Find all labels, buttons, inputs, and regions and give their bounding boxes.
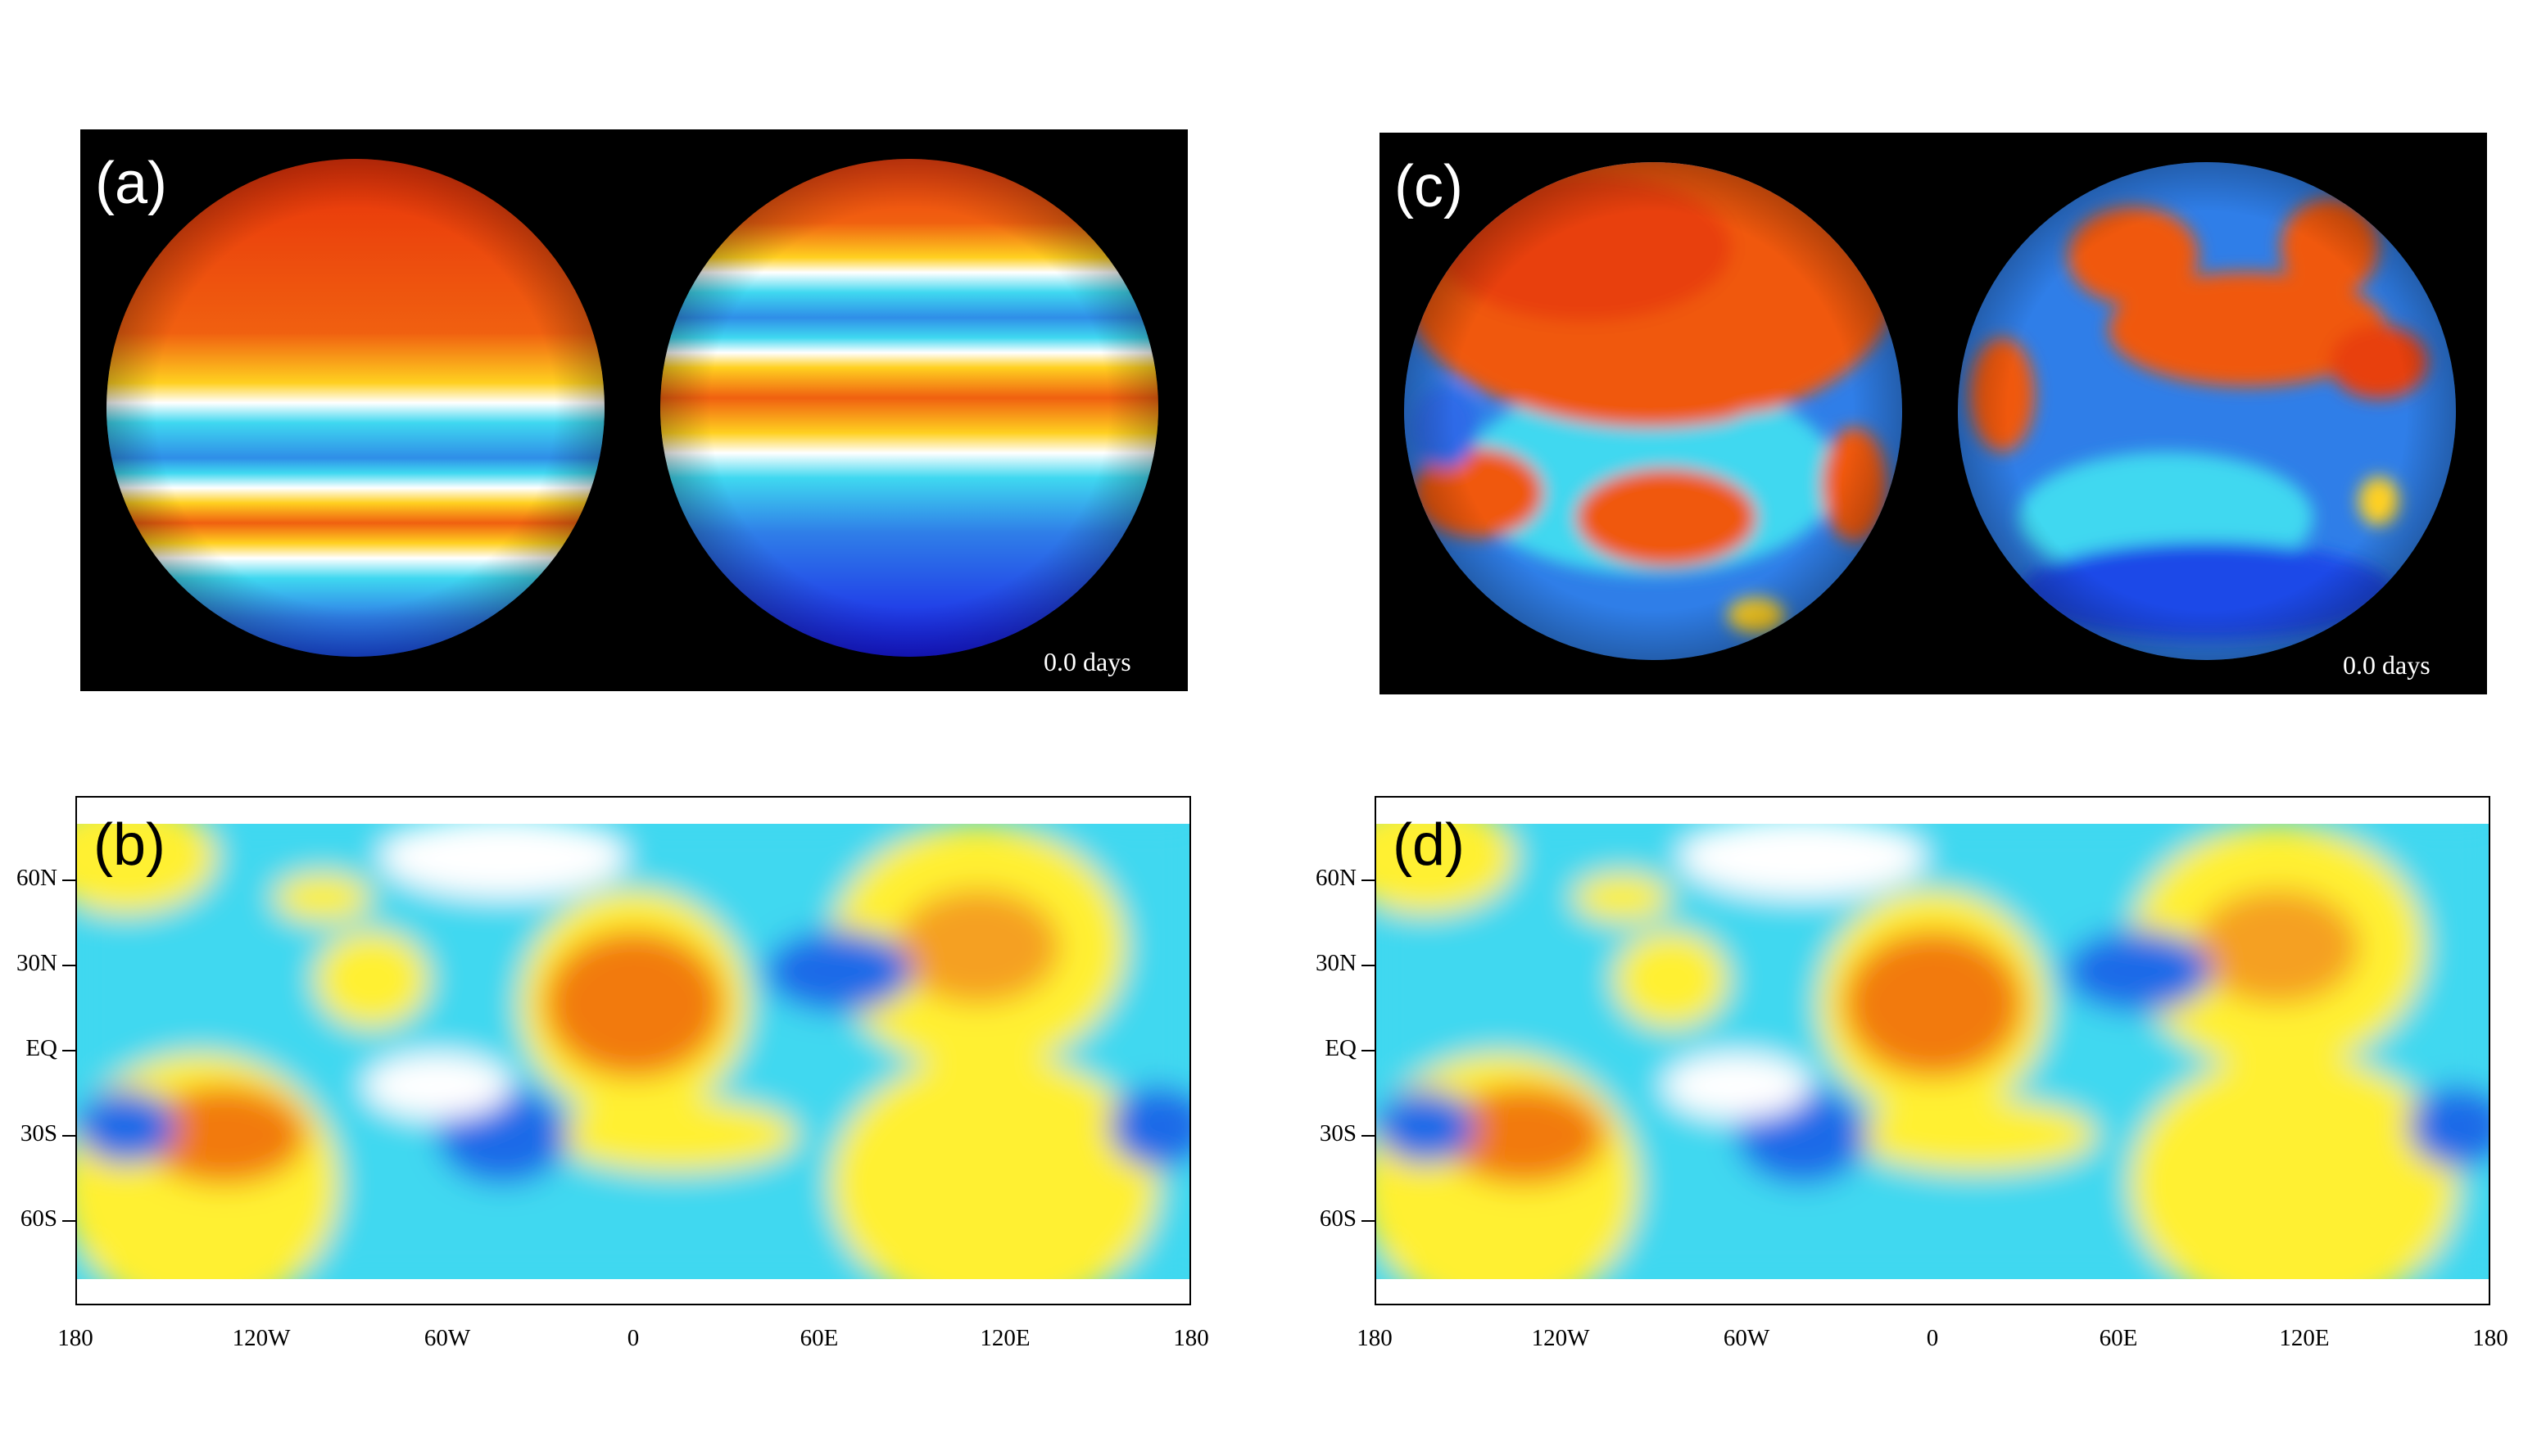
lat-tick-label: 60S (20, 1205, 57, 1232)
panel-b: (b) 60N 30N EQ 30S 60S 180 120W 60W 0 60… (0, 793, 1229, 1366)
lon-tick-label: 60W (1723, 1325, 1770, 1351)
panel-c-label: (c) (1394, 154, 1463, 219)
panel-c: (c) (1379, 133, 2487, 694)
globe-a-right (660, 159, 1158, 657)
lon-tick-label: 0 (1926, 1325, 1939, 1351)
lon-tick-label: 180 (1357, 1325, 1393, 1351)
panel-b-field (77, 824, 1189, 1279)
panel-c-globes (1404, 162, 2456, 660)
lat-tick-label: 30N (1316, 950, 1357, 976)
lon-tick-label: 120E (980, 1325, 1031, 1351)
lon-tick-label: 120E (2279, 1325, 2330, 1351)
lon-tick-label: 0 (627, 1325, 640, 1351)
lon-tick-label: 60E (2099, 1325, 2138, 1351)
lat-tick-label: 60S (1319, 1205, 1357, 1232)
lat-tick-label: EQ (1325, 1035, 1357, 1061)
panel-d-map (1375, 796, 2490, 1305)
globe-c-right (1958, 162, 2456, 660)
lon-tick-label: 180 (2472, 1325, 2508, 1351)
lon-tick-label: 180 (1173, 1325, 1209, 1351)
lon-tick-label: 180 (57, 1325, 93, 1351)
lat-tick-label: 30S (20, 1120, 57, 1146)
lat-tick-label: 60N (1316, 865, 1357, 891)
panel-d-label: (d) (1393, 812, 1465, 878)
lon-tick-label: 60W (424, 1325, 471, 1351)
panel-a: (a) 0.0 days (80, 129, 1188, 691)
lat-tick-label: 30S (1319, 1120, 1357, 1146)
lon-tick-label: 120W (232, 1325, 291, 1351)
lon-tick-label: 60E (800, 1325, 839, 1351)
lat-tick-label: 60N (16, 865, 57, 891)
panel-b-map (75, 796, 1191, 1305)
lat-tick-label: EQ (25, 1035, 57, 1061)
panel-c-time: 0.0 days (2343, 650, 2430, 680)
globe-a-left (106, 159, 605, 657)
panel-d-field (1376, 824, 2489, 1279)
lon-tick-label: 120W (1531, 1325, 1590, 1351)
panel-d: (d) 60N 30N EQ 30S 60S 180 120W 60W 0 60… (1299, 793, 2528, 1366)
panel-b-label: (b) (93, 812, 165, 878)
panel-a-globes (106, 159, 1158, 657)
globe-c-left (1404, 162, 1902, 660)
panel-a-label: (a) (95, 151, 167, 216)
panel-a-time: 0.0 days (1044, 647, 1131, 676)
lat-tick-label: 30N (16, 950, 57, 976)
